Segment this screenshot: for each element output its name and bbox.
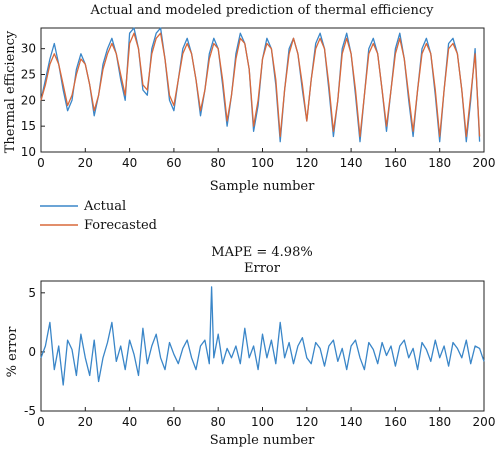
legend-entry-actual: Actual bbox=[40, 199, 126, 214]
error-chart: MAPE = 4.98% Error % error Sample number… bbox=[5, 245, 495, 448]
y-tick-label: -5 bbox=[24, 404, 36, 418]
y-axis-label: Thermal efficiency bbox=[3, 30, 18, 153]
y-axis-ticks: 10 15 20 25 30 bbox=[21, 42, 45, 159]
chart-title: Actual and modeled prediction of thermal… bbox=[90, 3, 435, 18]
mape-title: MAPE = 4.98% bbox=[211, 245, 312, 260]
x-tick-label: 0 bbox=[37, 156, 45, 170]
svg-text:Thermal efficiency: Thermal efficiency bbox=[3, 30, 18, 153]
x-tick-label: 20 bbox=[78, 156, 93, 170]
series-lines bbox=[40, 286, 485, 386]
y-tick-label: 5 bbox=[28, 286, 36, 300]
series-lines bbox=[40, 27, 481, 143]
y-axis-label: % error bbox=[5, 326, 20, 377]
legend-label-actual: Actual bbox=[83, 199, 126, 214]
x-axis-label: Sample number bbox=[210, 433, 315, 448]
y-tick-label: 20 bbox=[21, 93, 36, 107]
x-tick-label: 60 bbox=[166, 156, 181, 170]
x-tick-label: 140 bbox=[340, 415, 363, 429]
x-tick-label: 40 bbox=[122, 415, 137, 429]
y-tick-label: 10 bbox=[21, 145, 36, 159]
x-tick-label: 200 bbox=[473, 156, 496, 170]
y-tick-label: 15 bbox=[21, 119, 36, 133]
x-tick-label: 180 bbox=[428, 156, 451, 170]
legend: Actual Forecasted bbox=[40, 199, 157, 233]
svg-text:% error: % error bbox=[5, 326, 20, 377]
x-tick-label: 120 bbox=[295, 415, 318, 429]
error-subtitle: Error bbox=[244, 261, 281, 276]
y-tick-label: 0 bbox=[28, 345, 36, 359]
y-axis-ticks: -5 0 5 bbox=[24, 286, 45, 418]
x-tick-label: 0 bbox=[37, 415, 45, 429]
plot-frame bbox=[40, 280, 485, 412]
x-tick-label: 100 bbox=[251, 156, 274, 170]
x-axis-label: Sample number bbox=[210, 179, 315, 194]
x-axis-ticks: 0 20 40 60 80 100 120 140 160 180 200 bbox=[37, 407, 495, 429]
x-tick-label: 120 bbox=[295, 156, 318, 170]
legend-label-forecasted: Forecasted bbox=[84, 218, 157, 233]
x-tick-label: 160 bbox=[384, 415, 407, 429]
x-tick-label: 20 bbox=[78, 415, 93, 429]
x-tick-label: 40 bbox=[122, 156, 137, 170]
x-tick-label: 180 bbox=[428, 415, 451, 429]
x-tick-label: 200 bbox=[473, 415, 496, 429]
y-tick-label: 25 bbox=[21, 68, 36, 82]
x-tick-label: 140 bbox=[340, 156, 363, 170]
legend-entry-forecasted: Forecasted bbox=[40, 218, 157, 233]
x-tick-label: 80 bbox=[211, 156, 226, 170]
y-tick-label: 30 bbox=[21, 42, 36, 56]
x-tick-label: 160 bbox=[384, 156, 407, 170]
x-axis-ticks: 0 20 40 60 80 100 120 140 160 180 200 bbox=[37, 148, 495, 170]
series-line-0 bbox=[40, 286, 485, 386]
x-tick-label: 100 bbox=[251, 415, 274, 429]
series-line-forecasted bbox=[40, 32, 481, 138]
x-tick-label: 60 bbox=[166, 415, 181, 429]
thermal-efficiency-chart: Actual and modeled prediction of thermal… bbox=[3, 3, 495, 233]
x-tick-label: 80 bbox=[211, 415, 226, 429]
